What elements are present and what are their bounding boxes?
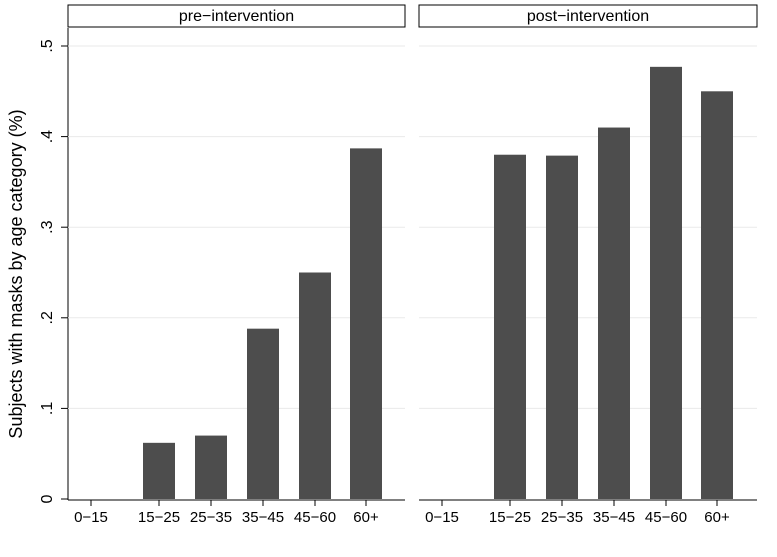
bar [546, 155, 578, 499]
panel-title: post−intervention [527, 8, 649, 25]
y-tick-label: .1 [39, 402, 56, 415]
x-tick-label: 60+ [353, 509, 379, 526]
y-tick-label: .2 [39, 311, 56, 324]
y-axis-label: Subjects with masks by age category (%) [6, 109, 26, 438]
y-tick-label: .4 [39, 130, 56, 143]
x-tick-label: 0−15 [74, 509, 108, 526]
bar [350, 148, 382, 500]
x-tick-label: 25−35 [190, 509, 232, 526]
bar [650, 66, 682, 499]
bar [494, 154, 526, 499]
y-tick-label: .5 [39, 39, 56, 52]
x-tick-label: 60+ [704, 509, 730, 526]
x-tick-label: 25−35 [541, 509, 583, 526]
bar [247, 328, 279, 499]
x-tick-label: 15−25 [489, 509, 531, 526]
x-tick-label: 0−15 [425, 509, 459, 526]
x-tick-label: 35−45 [242, 509, 284, 526]
panel-header [67, 4, 406, 28]
x-tick-label: 45−60 [294, 509, 336, 526]
panel-title: pre−intervention [179, 8, 294, 25]
y-tick-label: .3 [39, 220, 56, 233]
bar [195, 435, 227, 499]
panel-header [418, 4, 758, 28]
x-tick-label: 35−45 [593, 509, 635, 526]
bar [701, 91, 733, 500]
x-tick-label: 15−25 [138, 509, 180, 526]
x-tick-label: 45−60 [645, 509, 687, 526]
bar [299, 272, 331, 499]
bar [143, 442, 175, 499]
bar [598, 127, 630, 499]
y-tick-label: 0 [39, 494, 56, 503]
